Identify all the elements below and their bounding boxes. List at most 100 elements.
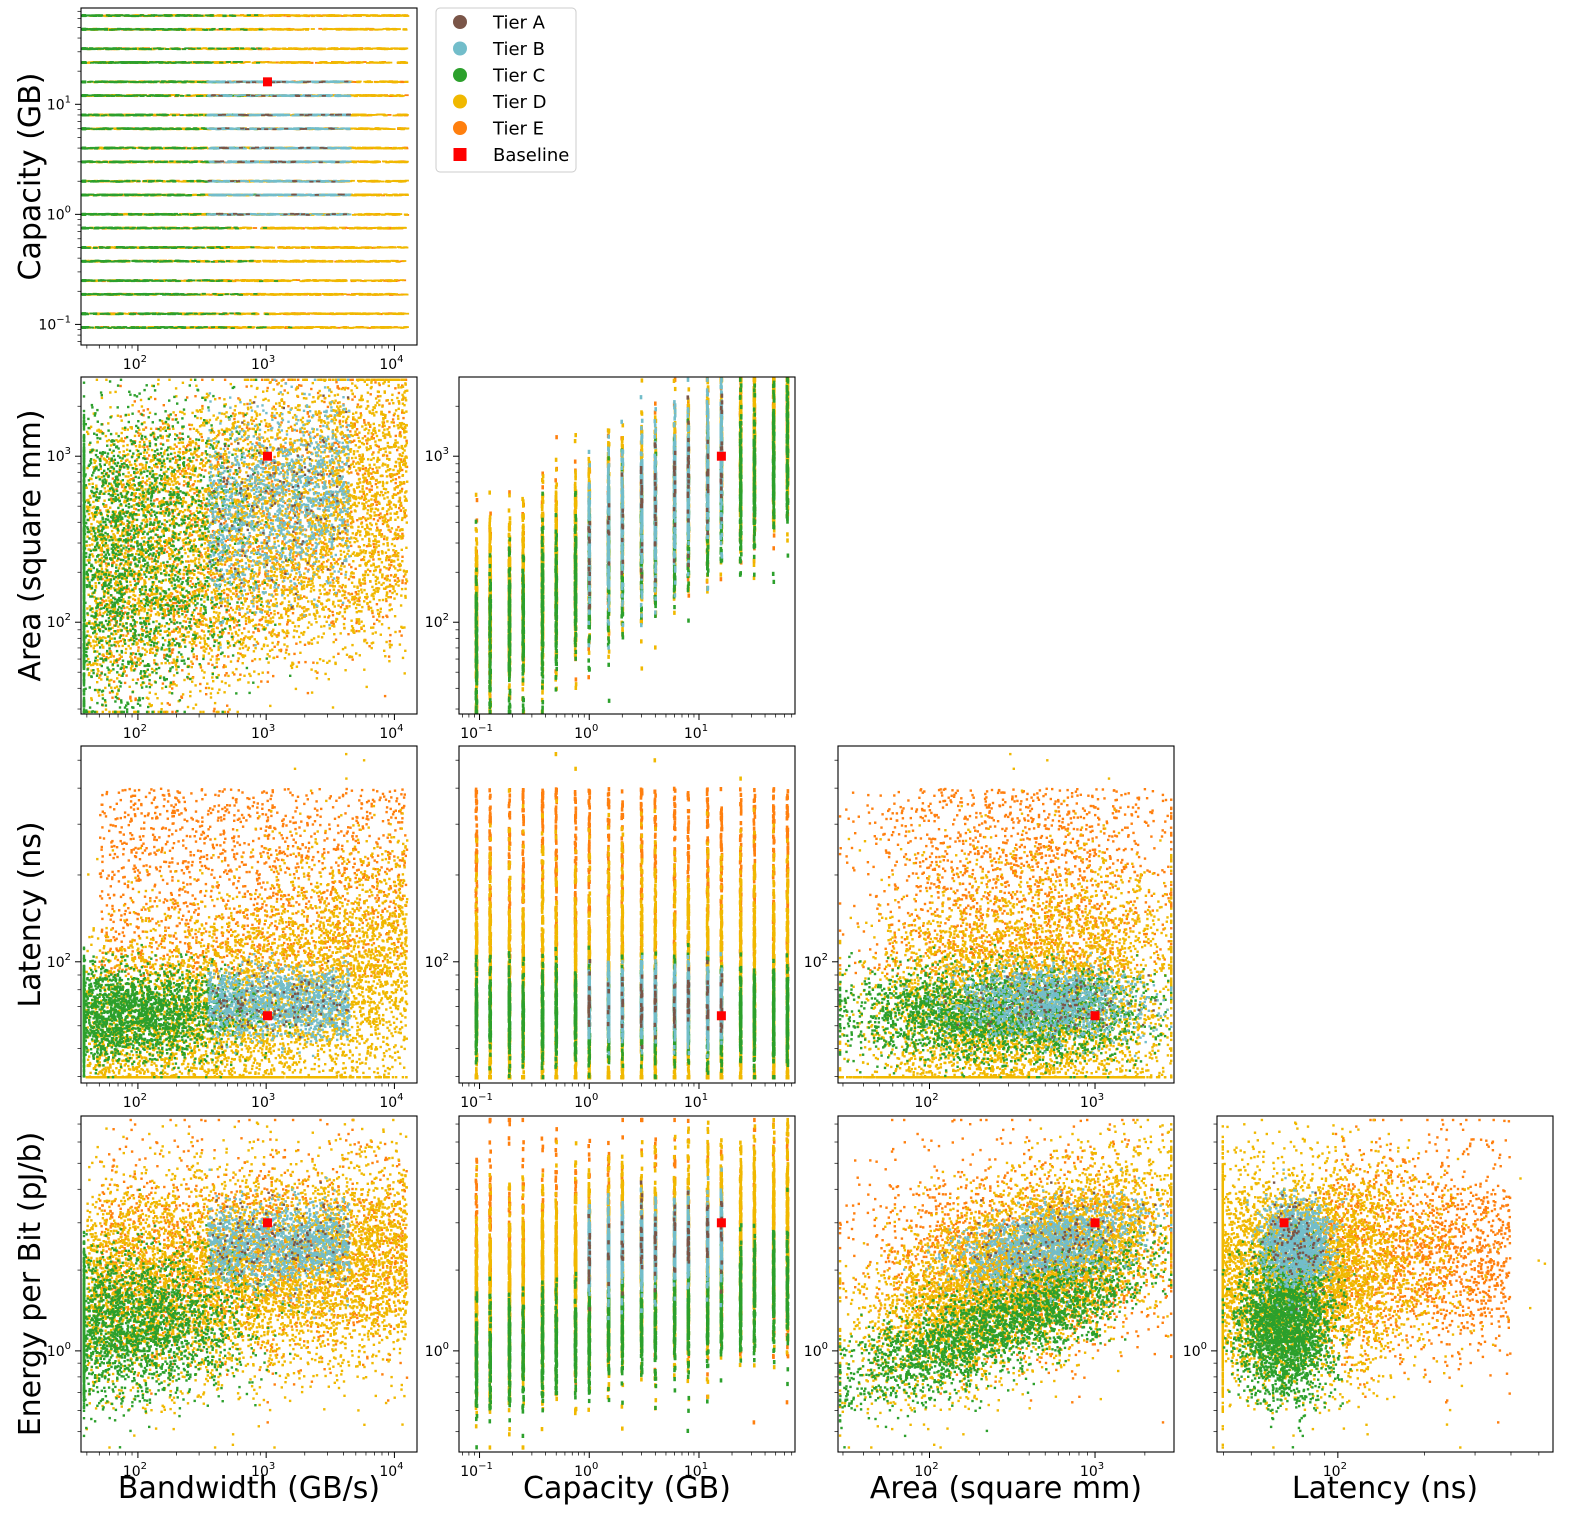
scatter-point [168, 346, 172, 348]
scatter-point [318, 28, 322, 30]
scatter-point [101, 347, 105, 349]
scatter-point [373, 247, 377, 249]
scatter-point [278, 48, 282, 50]
scatter-point [332, 313, 336, 315]
scatter-point [258, 346, 262, 348]
scatter-point [165, 347, 169, 349]
scatter-point [366, 161, 370, 163]
scatter-point [217, 347, 221, 349]
scatter-point [355, 346, 359, 348]
scatter-point [331, 346, 335, 348]
scatter-point [190, 346, 194, 348]
scatter-point [272, 346, 276, 348]
scatter-point [358, 161, 362, 163]
scatter-point [134, 346, 138, 348]
scatter-point [171, 346, 175, 348]
scatter-point [291, 346, 295, 348]
scatter-point [228, 346, 232, 348]
scatter-point [200, 346, 204, 348]
scatter-point [248, 346, 252, 348]
scatter-point [180, 347, 184, 349]
scatter-point [241, 346, 245, 348]
scatter-point [275, 346, 279, 348]
scatter-point [116, 346, 120, 348]
scatter-point [121, 346, 125, 348]
scatter-point [358, 346, 362, 348]
scatter-point [108, 346, 112, 348]
scatter-point [119, 346, 123, 348]
scatter-point [292, 313, 296, 315]
scatter-point [346, 294, 350, 296]
scatter-point [112, 346, 116, 348]
scatter-point [302, 346, 306, 348]
scatter-point [96, 346, 100, 348]
scatter-point [293, 347, 297, 349]
scatter-point [115, 346, 119, 348]
scatter-point [267, 346, 271, 348]
scatter-point [206, 293, 210, 295]
scatter-point [297, 346, 301, 348]
scatter-point [134, 346, 138, 348]
scatter-point [180, 346, 184, 348]
scatter-point [403, 294, 407, 296]
scatter-point [100, 147, 104, 149]
scatter-point [374, 346, 378, 348]
scatter-point [166, 347, 170, 349]
scatter-point [220, 346, 224, 348]
scatter-point [143, 346, 147, 348]
scatter-point [343, 261, 347, 263]
scatter-point [180, 346, 184, 348]
scatter-point [252, 346, 256, 348]
scatter-point [95, 347, 99, 349]
scatter-point [366, 346, 370, 348]
scatter-point [140, 346, 144, 348]
scatter-point [393, 346, 397, 348]
scatter-point [224, 346, 228, 348]
scatter-point [303, 293, 307, 295]
scatter-point [352, 347, 356, 349]
scatter-point [313, 312, 317, 314]
scatter-point [343, 313, 347, 315]
scatter-point [269, 15, 273, 17]
scatter-point [247, 346, 251, 348]
scatter-point [346, 346, 350, 348]
scatter-point [139, 346, 143, 348]
scatter-point [203, 346, 207, 348]
scatter-point [390, 346, 394, 348]
scatter-point [404, 346, 408, 348]
scatter-point [170, 346, 174, 348]
scatter-point [387, 346, 391, 348]
scatter-point [215, 346, 219, 348]
scatter-point [299, 346, 303, 348]
scatter-point [352, 214, 356, 216]
scatter-point [343, 347, 347, 349]
scatter-point [347, 15, 351, 17]
scatter-point [282, 48, 286, 50]
scatter-point [238, 346, 242, 348]
scatter-point [177, 346, 181, 348]
scatter-point [363, 346, 367, 348]
scatter-point [376, 346, 380, 348]
scatter-point [383, 346, 387, 348]
scatter-point [367, 346, 371, 348]
scatter-point [366, 147, 370, 149]
scatter-point [186, 347, 190, 349]
scatter-point [402, 313, 406, 315]
scatter-point [351, 15, 355, 17]
scatter-point [123, 346, 127, 348]
scatter-point [292, 346, 296, 348]
scatter-point [307, 280, 311, 282]
scatter-point [356, 81, 360, 83]
scatter-point [174, 346, 178, 348]
scatter-point [149, 346, 153, 348]
scatter-point [222, 346, 226, 348]
scatter-point [236, 346, 240, 348]
scatter-point [400, 346, 404, 348]
scatter-point [266, 294, 270, 296]
scatter-point [178, 346, 182, 348]
scatter-point [355, 94, 359, 96]
scatter-point [170, 346, 174, 348]
scatter-point [399, 346, 403, 348]
scatter-points [82, 14, 409, 348]
